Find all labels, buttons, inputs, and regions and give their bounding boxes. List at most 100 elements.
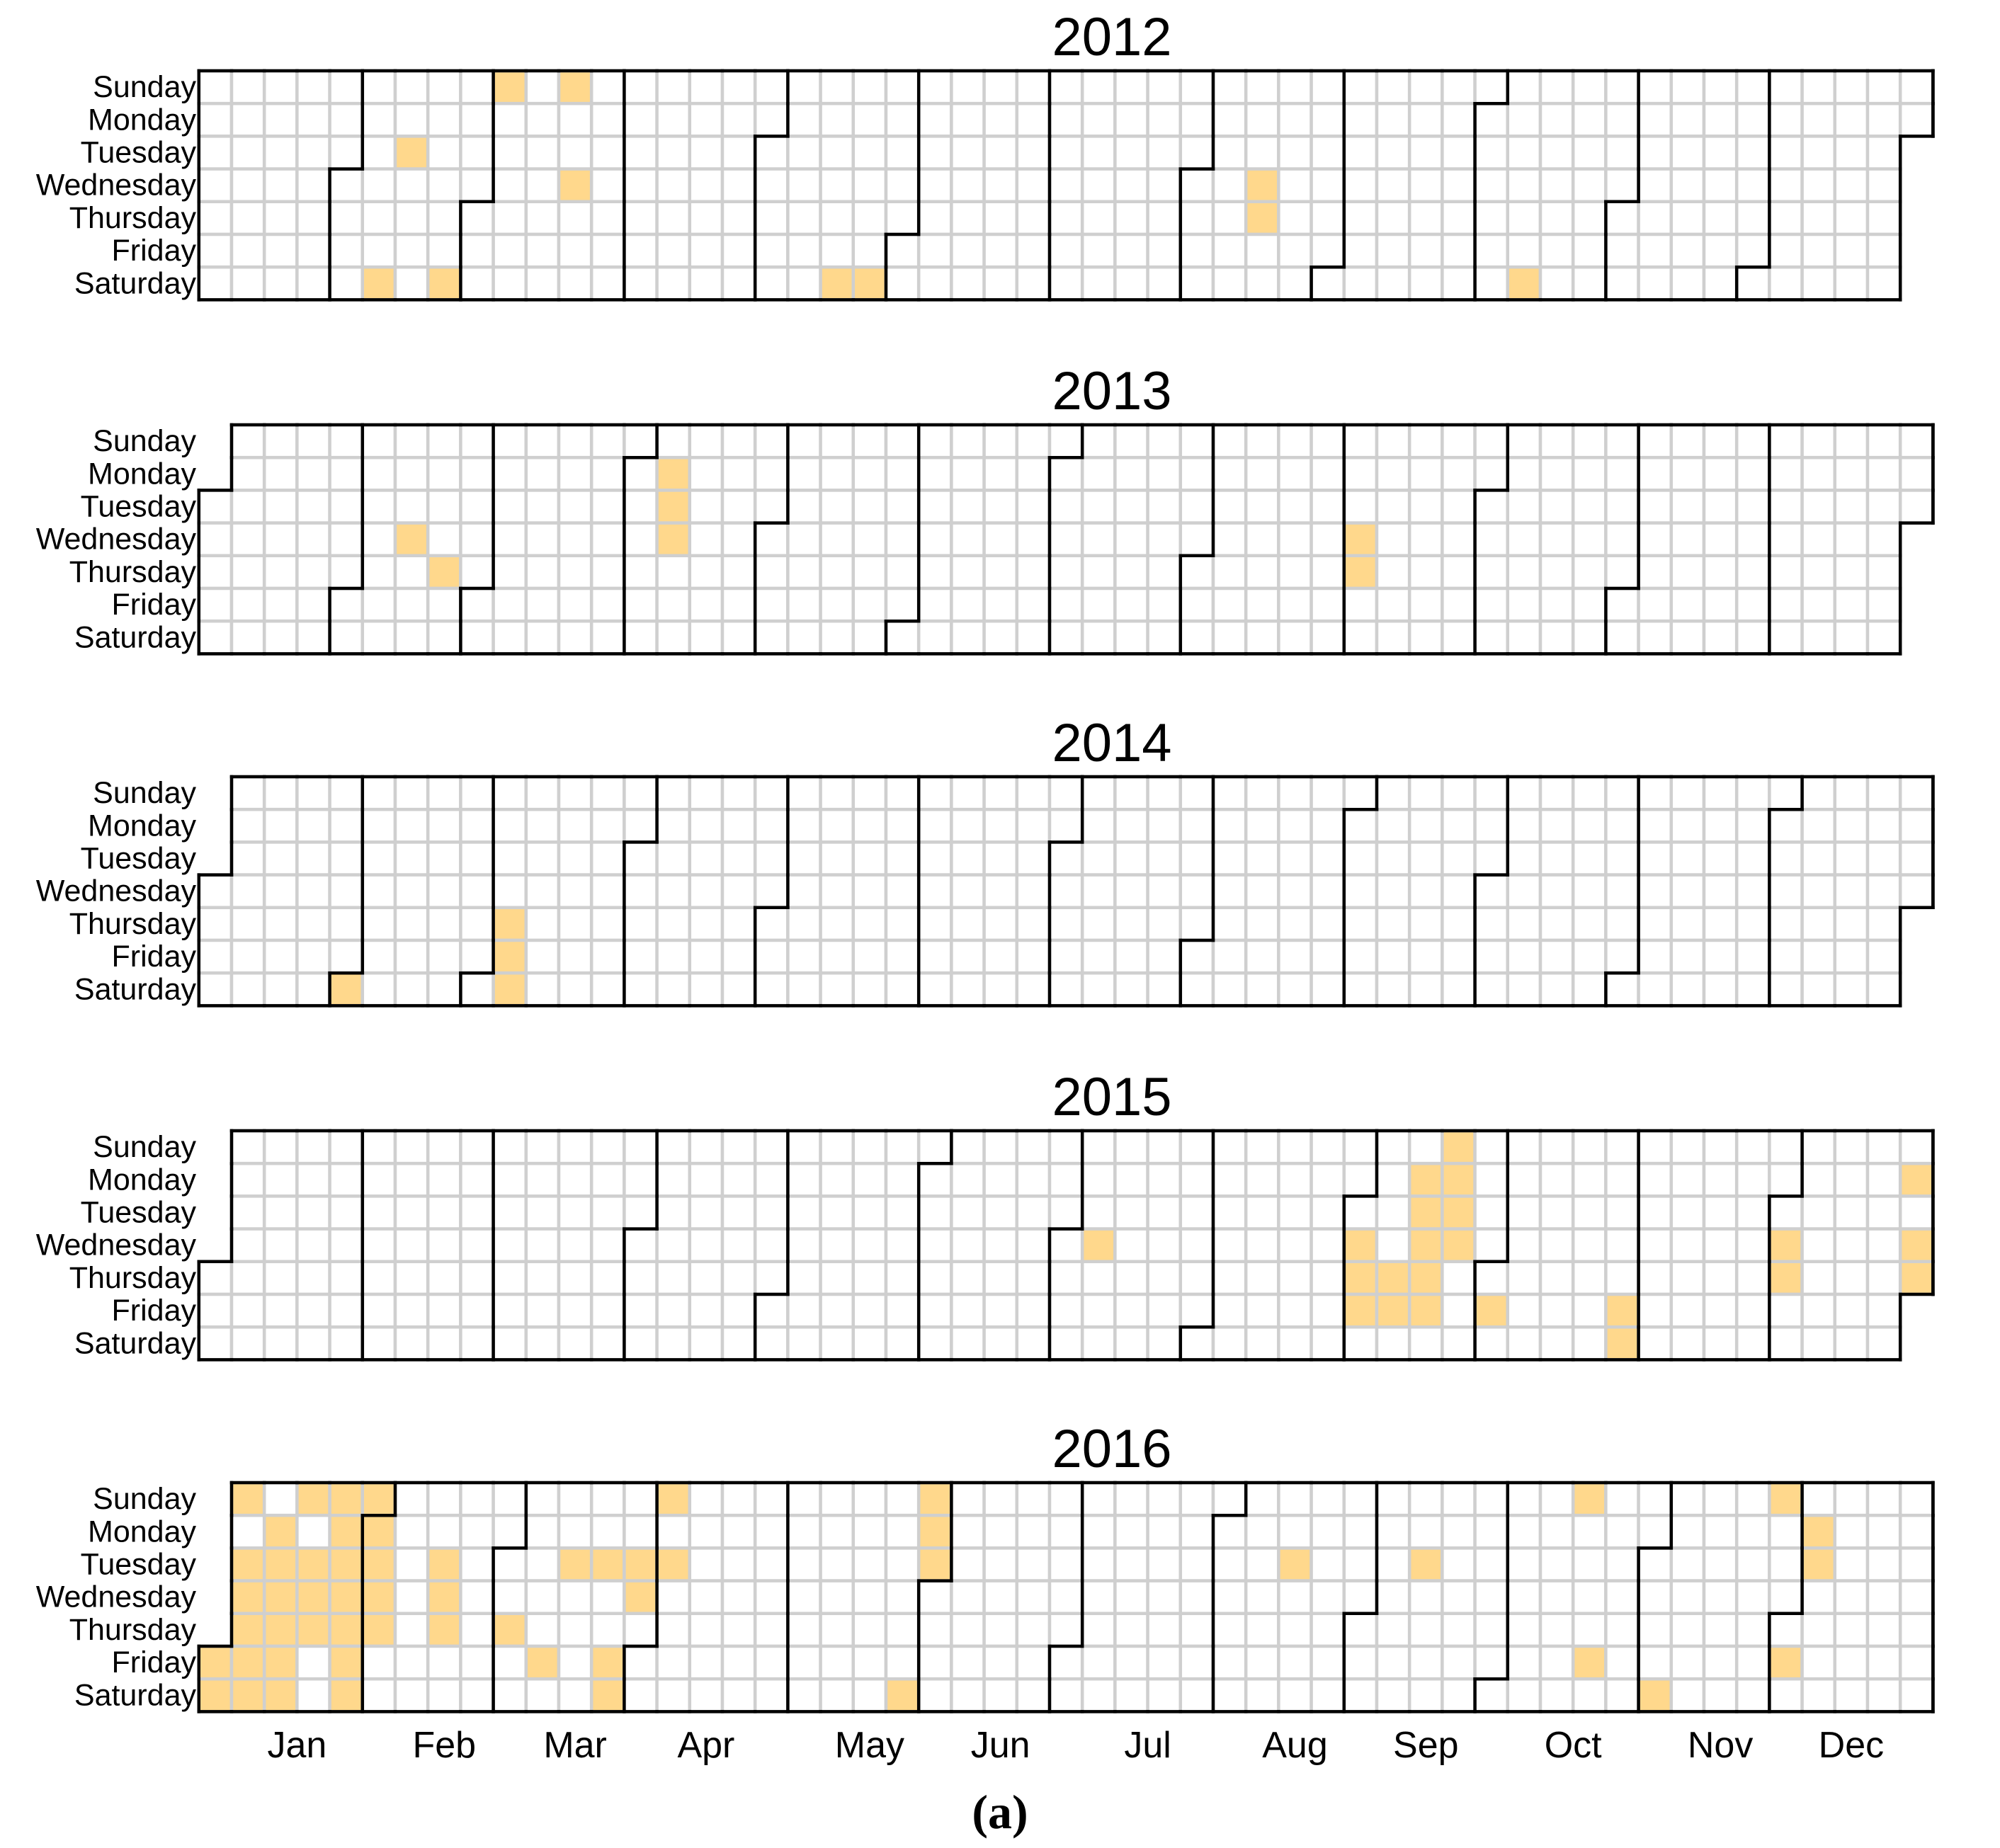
day-cell	[1146, 586, 1183, 623]
day-cell	[328, 69, 365, 105]
day-cell	[393, 423, 430, 460]
day-cell	[1506, 619, 1542, 656]
day-cell	[524, 423, 561, 460]
day-cell	[1146, 619, 1183, 656]
day-cells	[197, 1481, 1935, 1713]
day-cell	[1113, 775, 1149, 811]
day-cell	[393, 1227, 430, 1264]
day-cell	[1833, 1513, 1870, 1550]
day-label-tuesday: Tuesday	[81, 1196, 197, 1230]
day-cell	[1015, 167, 1052, 204]
day-cell	[426, 101, 462, 138]
day-cell	[1473, 265, 1510, 302]
day-cell	[950, 423, 986, 460]
day-cell	[1309, 265, 1346, 302]
day-cell	[1178, 1227, 1215, 1264]
month-borders	[197, 69, 1935, 302]
day-cell	[557, 1644, 593, 1681]
day-cell	[1768, 200, 1804, 236]
day-cell	[1898, 1546, 1935, 1582]
day-cell	[459, 1579, 495, 1616]
day-cell	[524, 1292, 561, 1329]
day-cell	[753, 69, 790, 105]
day-cell	[655, 1260, 692, 1296]
day-cell	[1506, 1292, 1542, 1329]
day-cell	[1538, 971, 1575, 1008]
day-cell	[328, 938, 365, 975]
day-cell	[1571, 1129, 1608, 1165]
day-cell	[1342, 135, 1379, 171]
day-cell	[1244, 1260, 1280, 1296]
day-cell	[1734, 167, 1771, 204]
day-cell	[1211, 554, 1248, 591]
day-cell	[753, 807, 790, 844]
day-cell	[1015, 775, 1052, 811]
day-cell	[655, 265, 692, 302]
day-cell	[1047, 521, 1084, 558]
day-cell	[1768, 1325, 1804, 1362]
day-cell	[524, 1260, 561, 1296]
day-cell	[1604, 69, 1640, 105]
day-cell	[197, 489, 234, 525]
day-cell	[1375, 101, 1411, 138]
day-cell	[1277, 1612, 1313, 1648]
day-cell	[328, 101, 365, 138]
year-panels: 2012SundayMondayTuesdayWednesdayThursday…	[36, 7, 1935, 1713]
day-cell	[1800, 1325, 1837, 1362]
day-cell	[1571, 938, 1608, 975]
day-cell	[229, 1546, 266, 1582]
day-cell	[1571, 1677, 1608, 1713]
day-cell	[459, 1227, 495, 1264]
day-cell	[1146, 423, 1183, 460]
day-cell	[295, 69, 331, 105]
day-cell	[982, 265, 1019, 302]
day-cell	[982, 1579, 1019, 1616]
day-cell	[1833, 1481, 1870, 1517]
day-cell	[1342, 1612, 1379, 1648]
day-cell	[982, 455, 1019, 492]
year-title: 2013	[1052, 361, 1171, 421]
day-cell	[1342, 619, 1379, 656]
day-cell	[328, 586, 365, 623]
day-cell	[1244, 1579, 1280, 1616]
day-cell	[1506, 1677, 1542, 1713]
day-cell	[589, 1227, 626, 1264]
day-cell	[1734, 265, 1771, 302]
day-cell	[1080, 619, 1117, 656]
day-label-saturday: Saturday	[74, 972, 197, 1006]
day-cell	[1277, 1481, 1313, 1517]
day-cell	[295, 840, 331, 877]
day-cell	[1277, 1129, 1313, 1165]
day-cell	[1113, 265, 1149, 302]
day-cell	[1538, 1644, 1575, 1681]
day-cell	[229, 971, 266, 1008]
day-cell	[753, 1325, 790, 1362]
day-cell	[1669, 455, 1706, 492]
day-cell	[295, 1513, 331, 1550]
day-cell	[819, 1612, 856, 1648]
day-cell	[1211, 1292, 1248, 1329]
day-cell	[295, 1292, 331, 1329]
day-cell	[557, 807, 593, 844]
day-cell	[1734, 101, 1771, 138]
day-cell	[1441, 1677, 1477, 1713]
day-cell	[229, 1644, 266, 1681]
day-cell	[884, 1677, 921, 1713]
day-cell	[1734, 586, 1771, 623]
day-cell	[360, 619, 397, 656]
day-cell	[786, 1227, 822, 1264]
day-cell	[1047, 1546, 1084, 1582]
day-cell	[851, 1129, 888, 1165]
day-cell	[786, 1481, 822, 1517]
day-cell	[1407, 1129, 1444, 1165]
day-cell	[426, 135, 462, 171]
day-cell	[1637, 554, 1674, 591]
day-cell	[720, 167, 757, 204]
day-cell	[360, 1129, 397, 1165]
day-cell	[360, 167, 397, 204]
day-cell	[1113, 135, 1149, 171]
day-cell	[360, 265, 397, 302]
day-cell	[328, 1129, 365, 1165]
day-cell	[1375, 69, 1411, 105]
day-cell	[819, 265, 856, 302]
